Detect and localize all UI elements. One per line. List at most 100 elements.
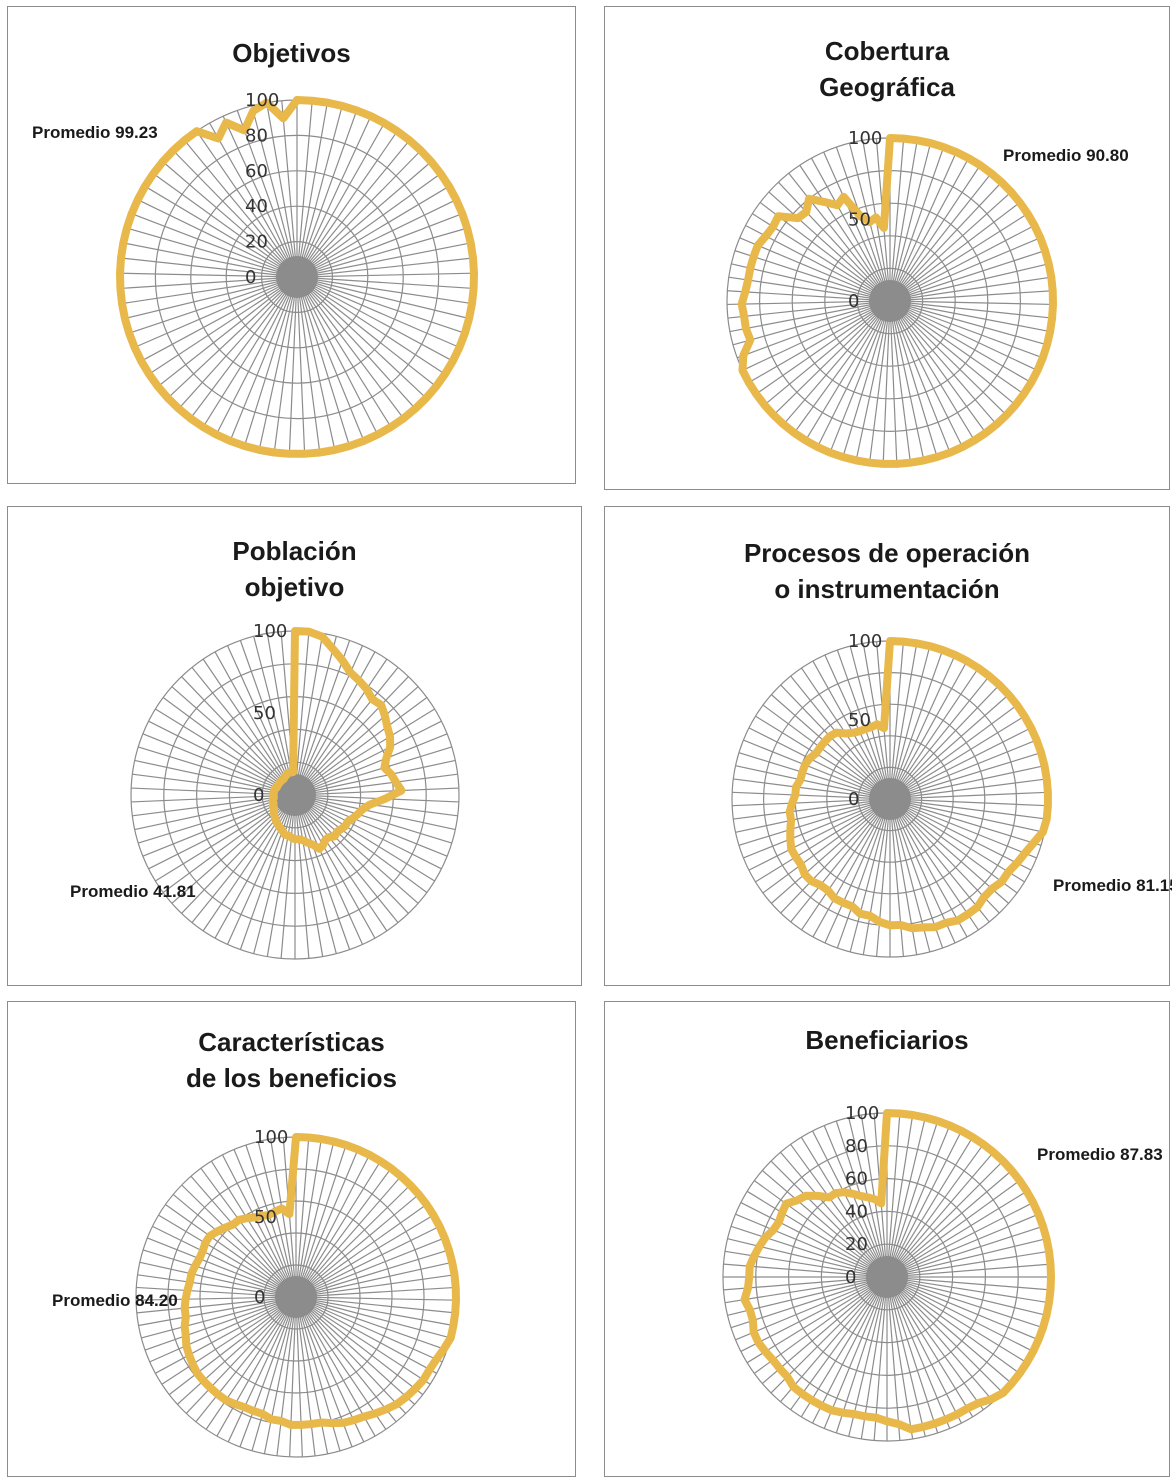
grid-spoke	[728, 276, 891, 302]
grid-spoke	[823, 151, 891, 302]
grid-spoke	[886, 1113, 901, 1278]
r-axis-tick-label: 40	[845, 1201, 868, 1222]
grid-spoke	[889, 694, 1010, 800]
grid-spoke	[296, 276, 427, 399]
grid-spoke	[120, 276, 298, 290]
r-axis-tick-label: 100	[253, 621, 287, 642]
grid-spoke	[735, 1276, 888, 1341]
grid-spoke	[755, 798, 891, 883]
grid-spoke	[886, 1276, 1044, 1329]
grid-spoke	[727, 1238, 888, 1278]
grid-spoke	[889, 300, 925, 461]
grid-spoke	[727, 300, 891, 306]
grid-spoke	[727, 300, 891, 319]
promedio-label: Promedio 41.81	[70, 882, 196, 901]
grid-spoke	[855, 300, 891, 461]
promedio-label: Promedio 90.80	[1003, 146, 1129, 165]
grid-spoke	[753, 1180, 888, 1278]
grid-spoke	[295, 1249, 450, 1298]
grid-spoke	[790, 675, 891, 800]
r-axis-tick-label: 0	[848, 291, 859, 312]
grid-spoke	[761, 1170, 888, 1278]
series-line	[740, 1109, 1055, 1434]
grid-spoke	[295, 1204, 427, 1298]
grid-spoke	[147, 1237, 297, 1298]
grid-spoke	[124, 276, 298, 320]
grid-spoke	[162, 696, 296, 796]
promedio-label: Promedio 87.83	[1037, 1145, 1163, 1164]
grid-spoke	[295, 1274, 455, 1298]
grid-spoke	[190, 276, 298, 419]
chart-title: Procesos de operación o instrumentación	[743, 538, 1031, 604]
radar-chart: 0 20 40 60 80 100	[722, 1103, 1055, 1442]
grid-spoke	[889, 791, 1048, 800]
grid-spoke	[889, 798, 956, 944]
grid-spoke	[126, 227, 298, 278]
r-axis-tick-label: 50	[253, 703, 276, 724]
grid-spoke	[860, 1276, 888, 1440]
grid-spoke	[202, 658, 296, 796]
grid-spoke	[295, 1193, 420, 1298]
grid-spoke	[889, 276, 1052, 302]
grid-spoke	[215, 276, 298, 435]
r-axis-tick-label: 80	[845, 1136, 868, 1157]
grid-spoke	[294, 651, 376, 796]
grid-spoke	[294, 658, 388, 796]
grid-spoke	[239, 640, 296, 796]
grid-spoke	[155, 708, 296, 796]
grid-spoke	[214, 651, 296, 796]
grid-spoke	[734, 250, 891, 302]
grid-spoke	[733, 798, 891, 820]
grid-spoke	[296, 276, 336, 451]
grid-spoke	[748, 300, 891, 384]
r-axis-tick-label: 0	[245, 267, 256, 288]
grid-spoke	[280, 794, 296, 959]
grid-spoke	[829, 300, 891, 453]
grid-spoke	[868, 300, 891, 463]
chart-panel-beneficiarios: Beneficiarios 0 20 40 60 80 100 Promedio 87.8…	[604, 1001, 1170, 1477]
grid-spoke	[886, 1250, 1050, 1278]
grid-spoke	[296, 130, 398, 278]
r-axis-tick-label: 40	[245, 196, 268, 217]
grid-spoke	[294, 676, 409, 796]
promedio-label: Promedio 84.20	[52, 1291, 178, 1310]
grid-spoke	[799, 164, 891, 302]
grid-spoke	[886, 1276, 1028, 1364]
grid-spoke	[226, 794, 296, 945]
r-axis-tick-label: 100	[848, 128, 882, 149]
series-line	[180, 1133, 460, 1429]
grid-spoke	[889, 752, 1042, 800]
chart-hub	[866, 1256, 908, 1298]
grid-spoke	[178, 276, 298, 410]
grid-spoke	[764, 300, 891, 406]
grid-spoke	[886, 1170, 1013, 1278]
grid-spoke	[136, 1286, 297, 1298]
r-axis-tick-label: 60	[245, 161, 268, 182]
grid-spoke	[258, 276, 298, 451]
grid-spoke	[288, 276, 298, 454]
grid-spoke	[738, 752, 891, 800]
grid-spoke	[139, 1261, 297, 1298]
chart-hub	[275, 1276, 317, 1318]
grid-spoke	[142, 733, 296, 796]
grid-spoke	[886, 1276, 962, 1424]
grid-spoke	[294, 708, 435, 796]
grid-spoke	[773, 300, 891, 416]
grid-spoke	[295, 1175, 402, 1298]
r-axis-tick-label: 100	[845, 1103, 879, 1124]
grid-spoke	[824, 798, 891, 944]
grid-spoke	[296, 242, 471, 278]
grid-spoke	[295, 1286, 456, 1298]
grid-spoke	[296, 272, 474, 278]
grid-spoke	[886, 1276, 1047, 1316]
grid-spoke	[748, 798, 891, 871]
grid-spoke	[836, 649, 891, 800]
grid-spoke	[886, 1238, 1047, 1278]
grid-spoke	[889, 142, 932, 302]
grid-spoke	[848, 1276, 888, 1437]
grid-spoke	[144, 185, 298, 278]
grid-spoke	[294, 794, 452, 844]
grid-spoke	[886, 1276, 1021, 1374]
r-axis-tick-label: 0	[253, 785, 264, 806]
grid-spoke	[295, 1137, 310, 1298]
